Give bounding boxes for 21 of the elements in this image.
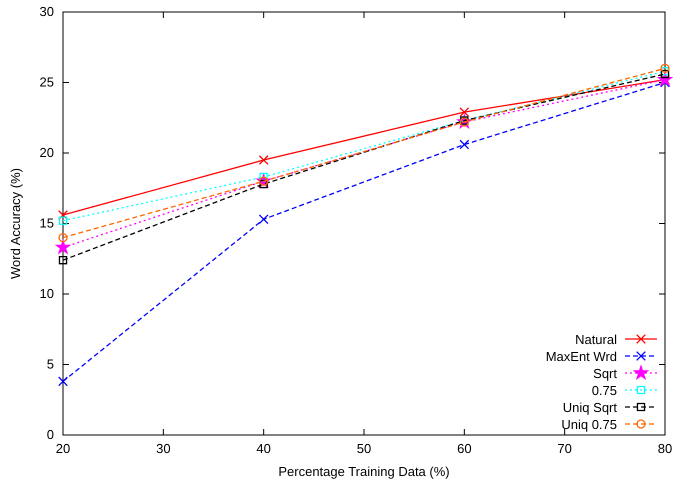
y-tick-label: 0 bbox=[46, 427, 54, 442]
legend-label: 0.75 bbox=[592, 383, 617, 398]
y-tick-label: 5 bbox=[46, 356, 54, 372]
x-tick-label: 70 bbox=[557, 441, 572, 456]
x-tick-label: 80 bbox=[658, 441, 672, 456]
y-axis-title: Word Accuracy (%) bbox=[8, 168, 23, 280]
x-tick-label: 30 bbox=[156, 441, 171, 456]
x-axis-title: Percentage Training Data (%) bbox=[278, 464, 450, 479]
y-tick-label: 20 bbox=[40, 145, 54, 160]
legend-label: Sqrt bbox=[593, 366, 618, 381]
legend-label: Uniq Sqrt bbox=[562, 400, 618, 415]
y-tick-label: 25 bbox=[40, 74, 54, 90]
y-tick-label: 10 bbox=[40, 286, 54, 302]
legend-label: MaxEnt Wrd bbox=[546, 349, 617, 364]
y-tick-label: 15 bbox=[40, 216, 54, 231]
legend-label: Uniq 0.75 bbox=[561, 417, 617, 432]
y-tick-label: 30 bbox=[40, 4, 54, 20]
legend-label: Natural bbox=[575, 332, 618, 347]
x-tick-label: 50 bbox=[356, 441, 372, 456]
x-tick-label: 40 bbox=[256, 441, 271, 456]
x-tick-label: 60 bbox=[457, 441, 472, 456]
